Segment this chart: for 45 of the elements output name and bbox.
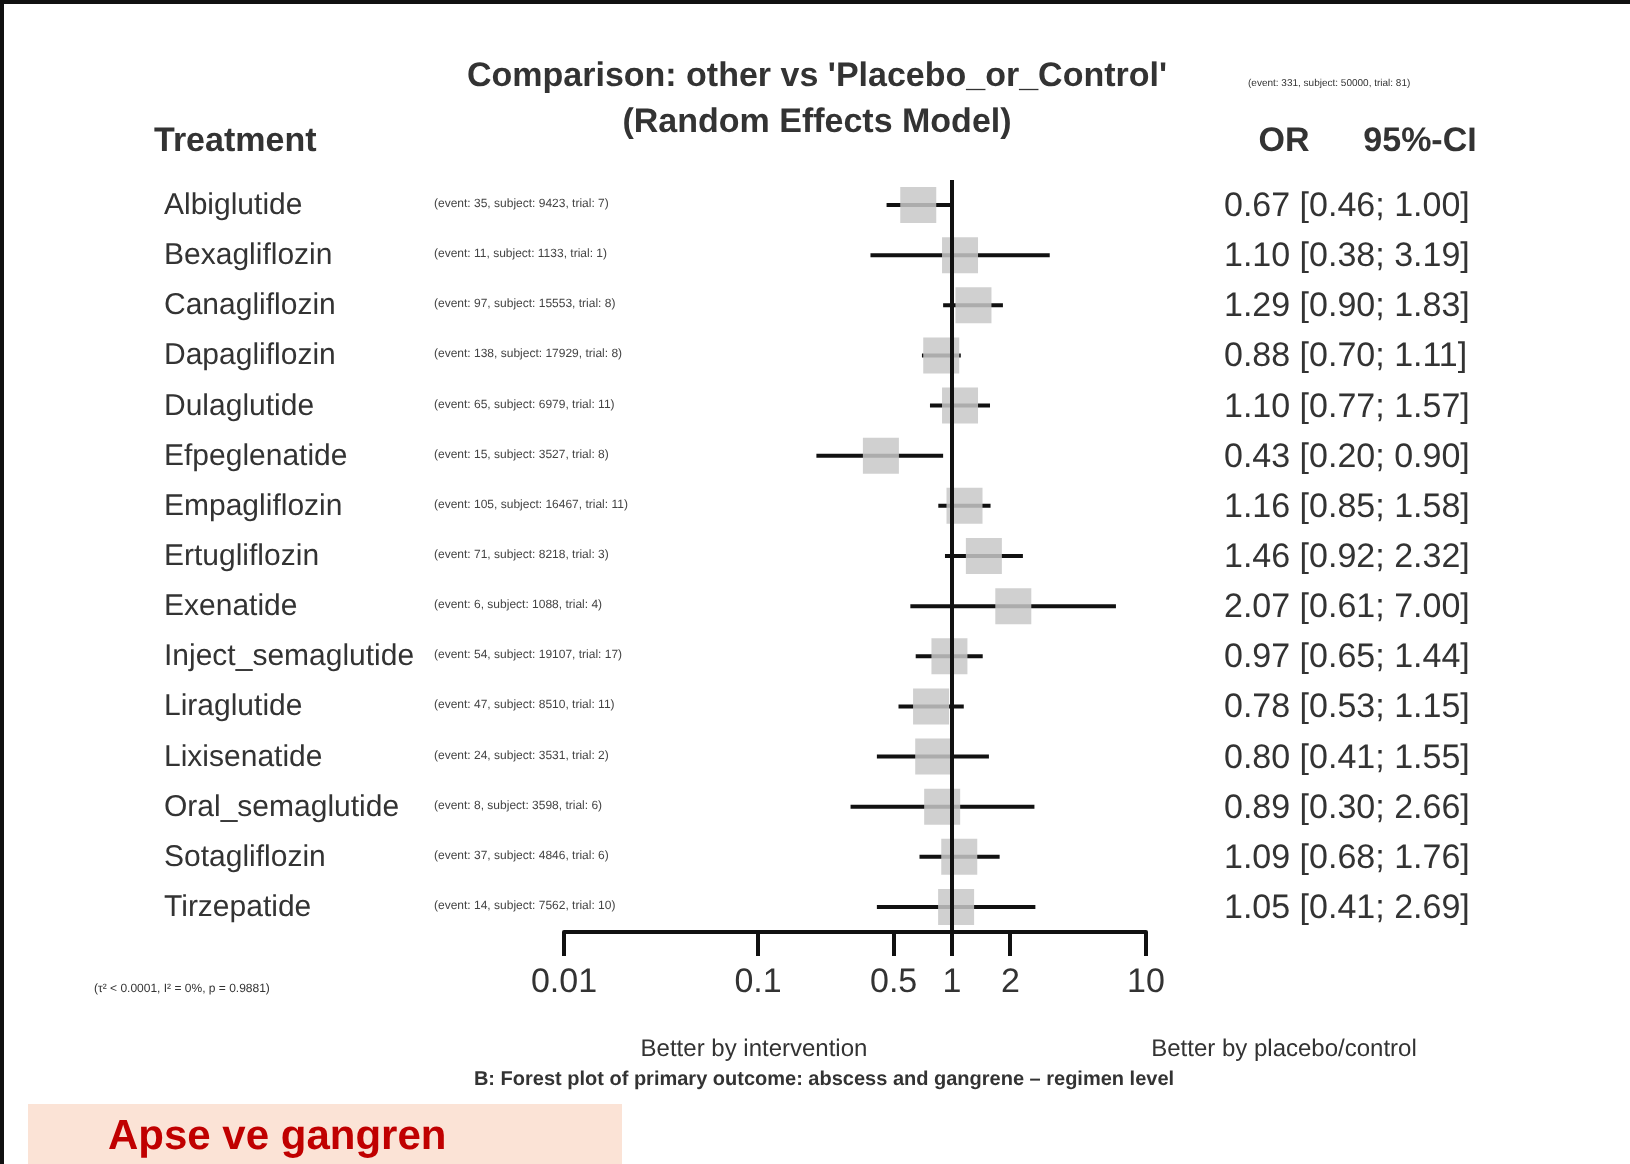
text: Better by intervention — [640, 1034, 868, 1062]
data-label: 1.16 [0.85; 1.58] — [1224, 486, 1470, 525]
x-tick-label: 0.01 — [530, 962, 598, 1000]
text: 95%-CI — [1363, 121, 1477, 159]
x-tick-label: 0.5 — [869, 962, 918, 1000]
x-tick-label: 2 — [1000, 962, 1020, 1000]
text: Apse ve gangren — [108, 1113, 447, 1159]
data-label: 1.46 [0.92; 2.32] — [1224, 537, 1470, 575]
data-label: 0.78 [0.53; 1.15] — [1224, 687, 1470, 726]
y-tick-label: Efpeglenatide — [164, 438, 348, 473]
y-tick-label: Canagliflozin — [164, 288, 336, 323]
chart-title: Comparison: other vs 'Placebo_or_Control' — [466, 56, 1168, 94]
y-tick-label: Sotagliflozin — [164, 839, 326, 874]
y-tick-label: Liraglutide — [164, 689, 303, 724]
x-tick-label: 10 — [1127, 962, 1165, 1000]
text: Treatment — [154, 121, 318, 159]
data-label: 1.10 [0.38; 3.19] — [1224, 236, 1470, 275]
x-tick-label: 1 — [942, 962, 962, 1000]
data-label: 2.07 [0.61; 7.00] — [1224, 587, 1470, 626]
text: Better by placebo/control — [1151, 1034, 1417, 1062]
y-tick-label: Ertugliflozin — [164, 539, 320, 573]
data-label: 0.89 [0.30; 2.66] — [1224, 787, 1470, 826]
y-tick-label: Dulaglutide — [164, 388, 315, 423]
data-label: 0.80 [0.41; 1.55] — [1224, 737, 1470, 776]
y-tick-label: Exenatide — [164, 589, 298, 624]
y-tick-label: Dapagliflozin — [164, 338, 336, 373]
y-tick-label: Bexagliflozin — [164, 238, 333, 273]
data-label: 1.05 [0.41; 2.69] — [1224, 887, 1470, 926]
data-label: 0.97 [0.65; 1.44] — [1224, 637, 1470, 676]
data-label: 0.67 [0.46; 1.00] — [1224, 186, 1470, 225]
y-tick-label: Albiglutide — [164, 188, 303, 223]
data-label: 0.88 [0.70; 1.11] — [1224, 336, 1468, 375]
chart-subtitle: (Random Effects Model) — [622, 102, 1012, 140]
data-label: 1.29 [0.90; 1.83] — [1224, 286, 1470, 325]
y-tick-label: Tirzepatide — [164, 889, 312, 924]
data-label: 1.10 [0.77; 1.57] — [1224, 386, 1470, 425]
text: OR — [1258, 121, 1310, 159]
data-label: 1.09 [0.68; 1.76] — [1224, 837, 1470, 876]
data-label: 0.43 [0.20; 0.90] — [1224, 436, 1470, 475]
text: B: Forest plot of primary outcome: abscess and gangrene – regimen level — [473, 1069, 1175, 1091]
x-tick-label: 0.1 — [734, 962, 782, 1000]
y-tick-label: Inject_semaglutide — [164, 639, 415, 674]
y-tick-label: Lixisenatide — [164, 739, 323, 774]
y-tick-label: Empagliflozin — [164, 488, 343, 523]
y-tick-label: Oral_semaglutide — [164, 789, 400, 824]
